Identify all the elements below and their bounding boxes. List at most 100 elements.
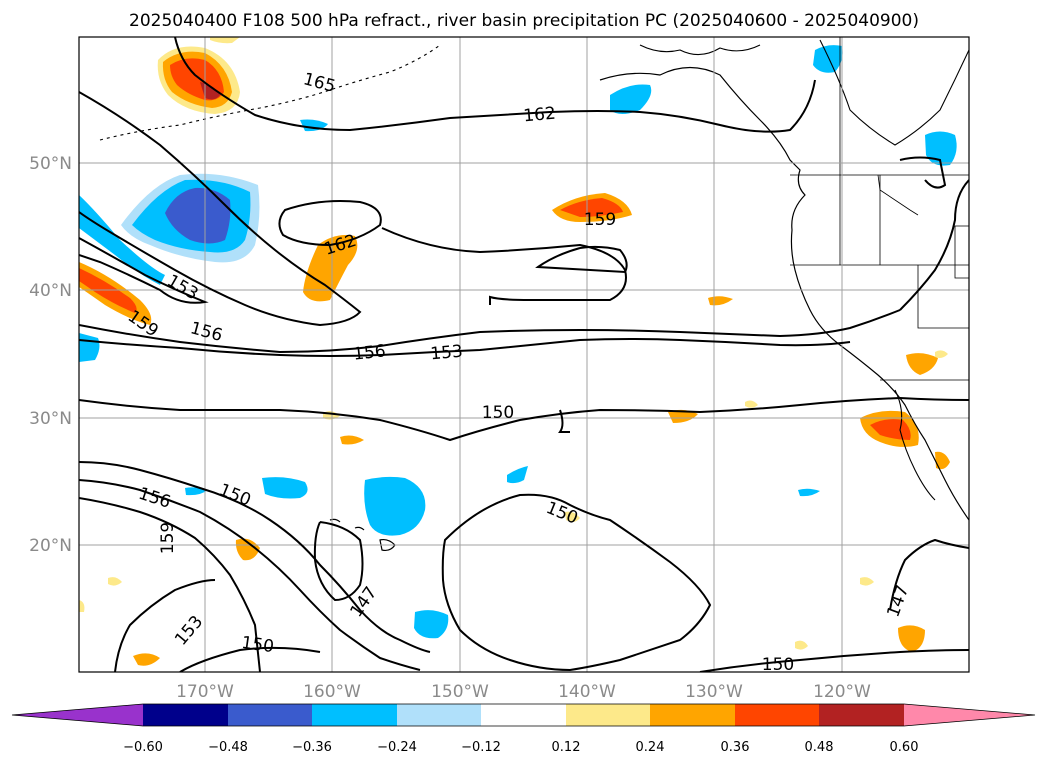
contour-159-tongue — [535, 245, 628, 274]
contour-147-closed — [313, 521, 364, 602]
lon-label: 130°W — [685, 682, 743, 702]
colorbar-bin — [228, 704, 312, 726]
warm-blob-28n — [340, 435, 364, 445]
warm-blob-30n — [668, 409, 698, 423]
warm-blob-tiny8 — [565, 511, 580, 523]
colorbar-tick-label: −0.24 — [377, 740, 417, 755]
contour-159-nw — [79, 91, 362, 327]
colorbar-bin — [735, 704, 819, 726]
contour-150-sw — [179, 646, 321, 672]
blue-hawaii-n — [364, 476, 426, 536]
lat-label: 50°N — [29, 154, 72, 174]
contour-label: 162 — [523, 104, 557, 127]
colorbar-extend-high — [904, 704, 1035, 726]
contour-156-b — [79, 338, 851, 357]
contour-label: 150 — [240, 633, 275, 657]
contour-147-se — [889, 538, 969, 611]
contour-159-center — [381, 227, 627, 305]
warm-blob-45n-red — [560, 198, 623, 217]
graticule — [79, 37, 969, 672]
warm-blob-20n — [235, 538, 260, 561]
contour-150-notch — [558, 409, 570, 433]
warm-blob-sw — [133, 653, 160, 666]
coastlines — [99, 37, 969, 552]
lat-label: 20°N — [29, 536, 72, 556]
colorbar-tick-label: 0.24 — [636, 740, 665, 755]
contour-150-se — [699, 649, 969, 672]
north-america-coast — [599, 66, 969, 521]
colorbar-tick-label: 0.12 — [552, 740, 581, 755]
contour-150-b — [79, 461, 431, 653]
warm-blob-tiny3 — [860, 577, 874, 586]
warm-blob-mex2 — [935, 451, 950, 470]
longitude-labels: 170°W 160°W 150°W 140°W 130°W 120°W — [176, 682, 871, 702]
lat-label: 40°N — [29, 281, 72, 301]
contour-label: 150 — [482, 403, 514, 423]
blue-patch-ne — [813, 45, 843, 73]
colorbar-tick-label: −0.36 — [292, 740, 332, 755]
warm-blob-baja-red — [870, 419, 911, 440]
blue-blob-dark — [165, 187, 231, 244]
lon-label: 150°W — [431, 682, 489, 702]
map-area: 165 162 162 159 159 153 156 156 153 150 … — [78, 36, 970, 675]
contour-162-north — [174, 37, 816, 133]
warm-blob-tiny6 — [79, 600, 85, 612]
warm-blob-tiny7 — [795, 640, 808, 650]
blue-patch-tiny — [507, 466, 528, 484]
contour-156 — [79, 497, 261, 672]
colorbar-tick-label: 0.36 — [721, 740, 750, 755]
map-frame — [78, 36, 970, 673]
blue-band-west — [79, 195, 165, 285]
contour-label: 156 — [352, 341, 386, 364]
contour-150-a — [79, 396, 969, 442]
contour-147-south — [441, 493, 712, 672]
contour-label: 150 — [762, 655, 794, 675]
colorbar-tick-label: 0.48 — [805, 740, 834, 755]
contour-east-small — [899, 156, 947, 189]
contour-label: 159 — [158, 522, 178, 554]
political-borders-3 — [877, 174, 919, 216]
contour-153-sw — [114, 579, 216, 672]
contour-153-nw — [79, 237, 209, 304]
colorbar-bin — [143, 704, 228, 726]
warm-blob-socal — [906, 353, 938, 375]
colorbar-tick-label: −0.48 — [208, 740, 248, 755]
alaska-panhandle — [639, 44, 761, 56]
blue-patch-15n — [414, 610, 449, 639]
contour-label: 159 — [584, 210, 616, 230]
colorbar-bin — [566, 704, 650, 726]
blue-patch-25n — [262, 477, 308, 499]
lon-label: 120°W — [813, 682, 871, 702]
blue-patch-tiny3 — [798, 488, 820, 497]
lat-label: 30°N — [29, 409, 72, 429]
precipitation-shading — [79, 37, 957, 666]
warm-blob-tiny2 — [108, 577, 122, 586]
colorbar-ticks: −0.60 −0.48 −0.36 −0.24 −0.12 0.12 0.24 … — [123, 740, 918, 755]
blue-patch-east — [925, 131, 957, 166]
colorbar-bin — [819, 704, 904, 726]
map-background — [79, 37, 969, 672]
colorbar-tick-label: −0.60 — [123, 740, 163, 755]
contour-label: 153 — [430, 342, 464, 365]
contour-153 — [79, 479, 421, 671]
latitude-labels: 50°N 40°N 30°N 20°N — [29, 154, 72, 556]
lon-label: 170°W — [176, 682, 234, 702]
colorbar-tick-label: −0.12 — [461, 740, 501, 755]
warm-blob-40n — [303, 235, 358, 302]
political-borders — [790, 174, 969, 381]
lon-label: 160°W — [303, 682, 361, 702]
colorbar-bin — [481, 704, 566, 726]
warm-blob-top — [210, 37, 240, 44]
blue-patch-gulf — [610, 84, 652, 114]
colorbar-extend-low — [12, 704, 143, 726]
warm-blob-tiny4 — [745, 400, 758, 408]
colorbar-bin — [650, 704, 735, 726]
colorbar: −0.60 −0.48 −0.36 −0.24 −0.12 0.12 0.24 … — [11, 703, 1036, 755]
baja-california — [894, 389, 936, 501]
contour-156-east — [899, 179, 969, 311]
colorbar-outline — [11, 703, 1036, 727]
warm-blob-mexico — [898, 625, 925, 652]
refractivity-contours — [79, 37, 969, 672]
lon-label: 140°W — [558, 682, 616, 702]
